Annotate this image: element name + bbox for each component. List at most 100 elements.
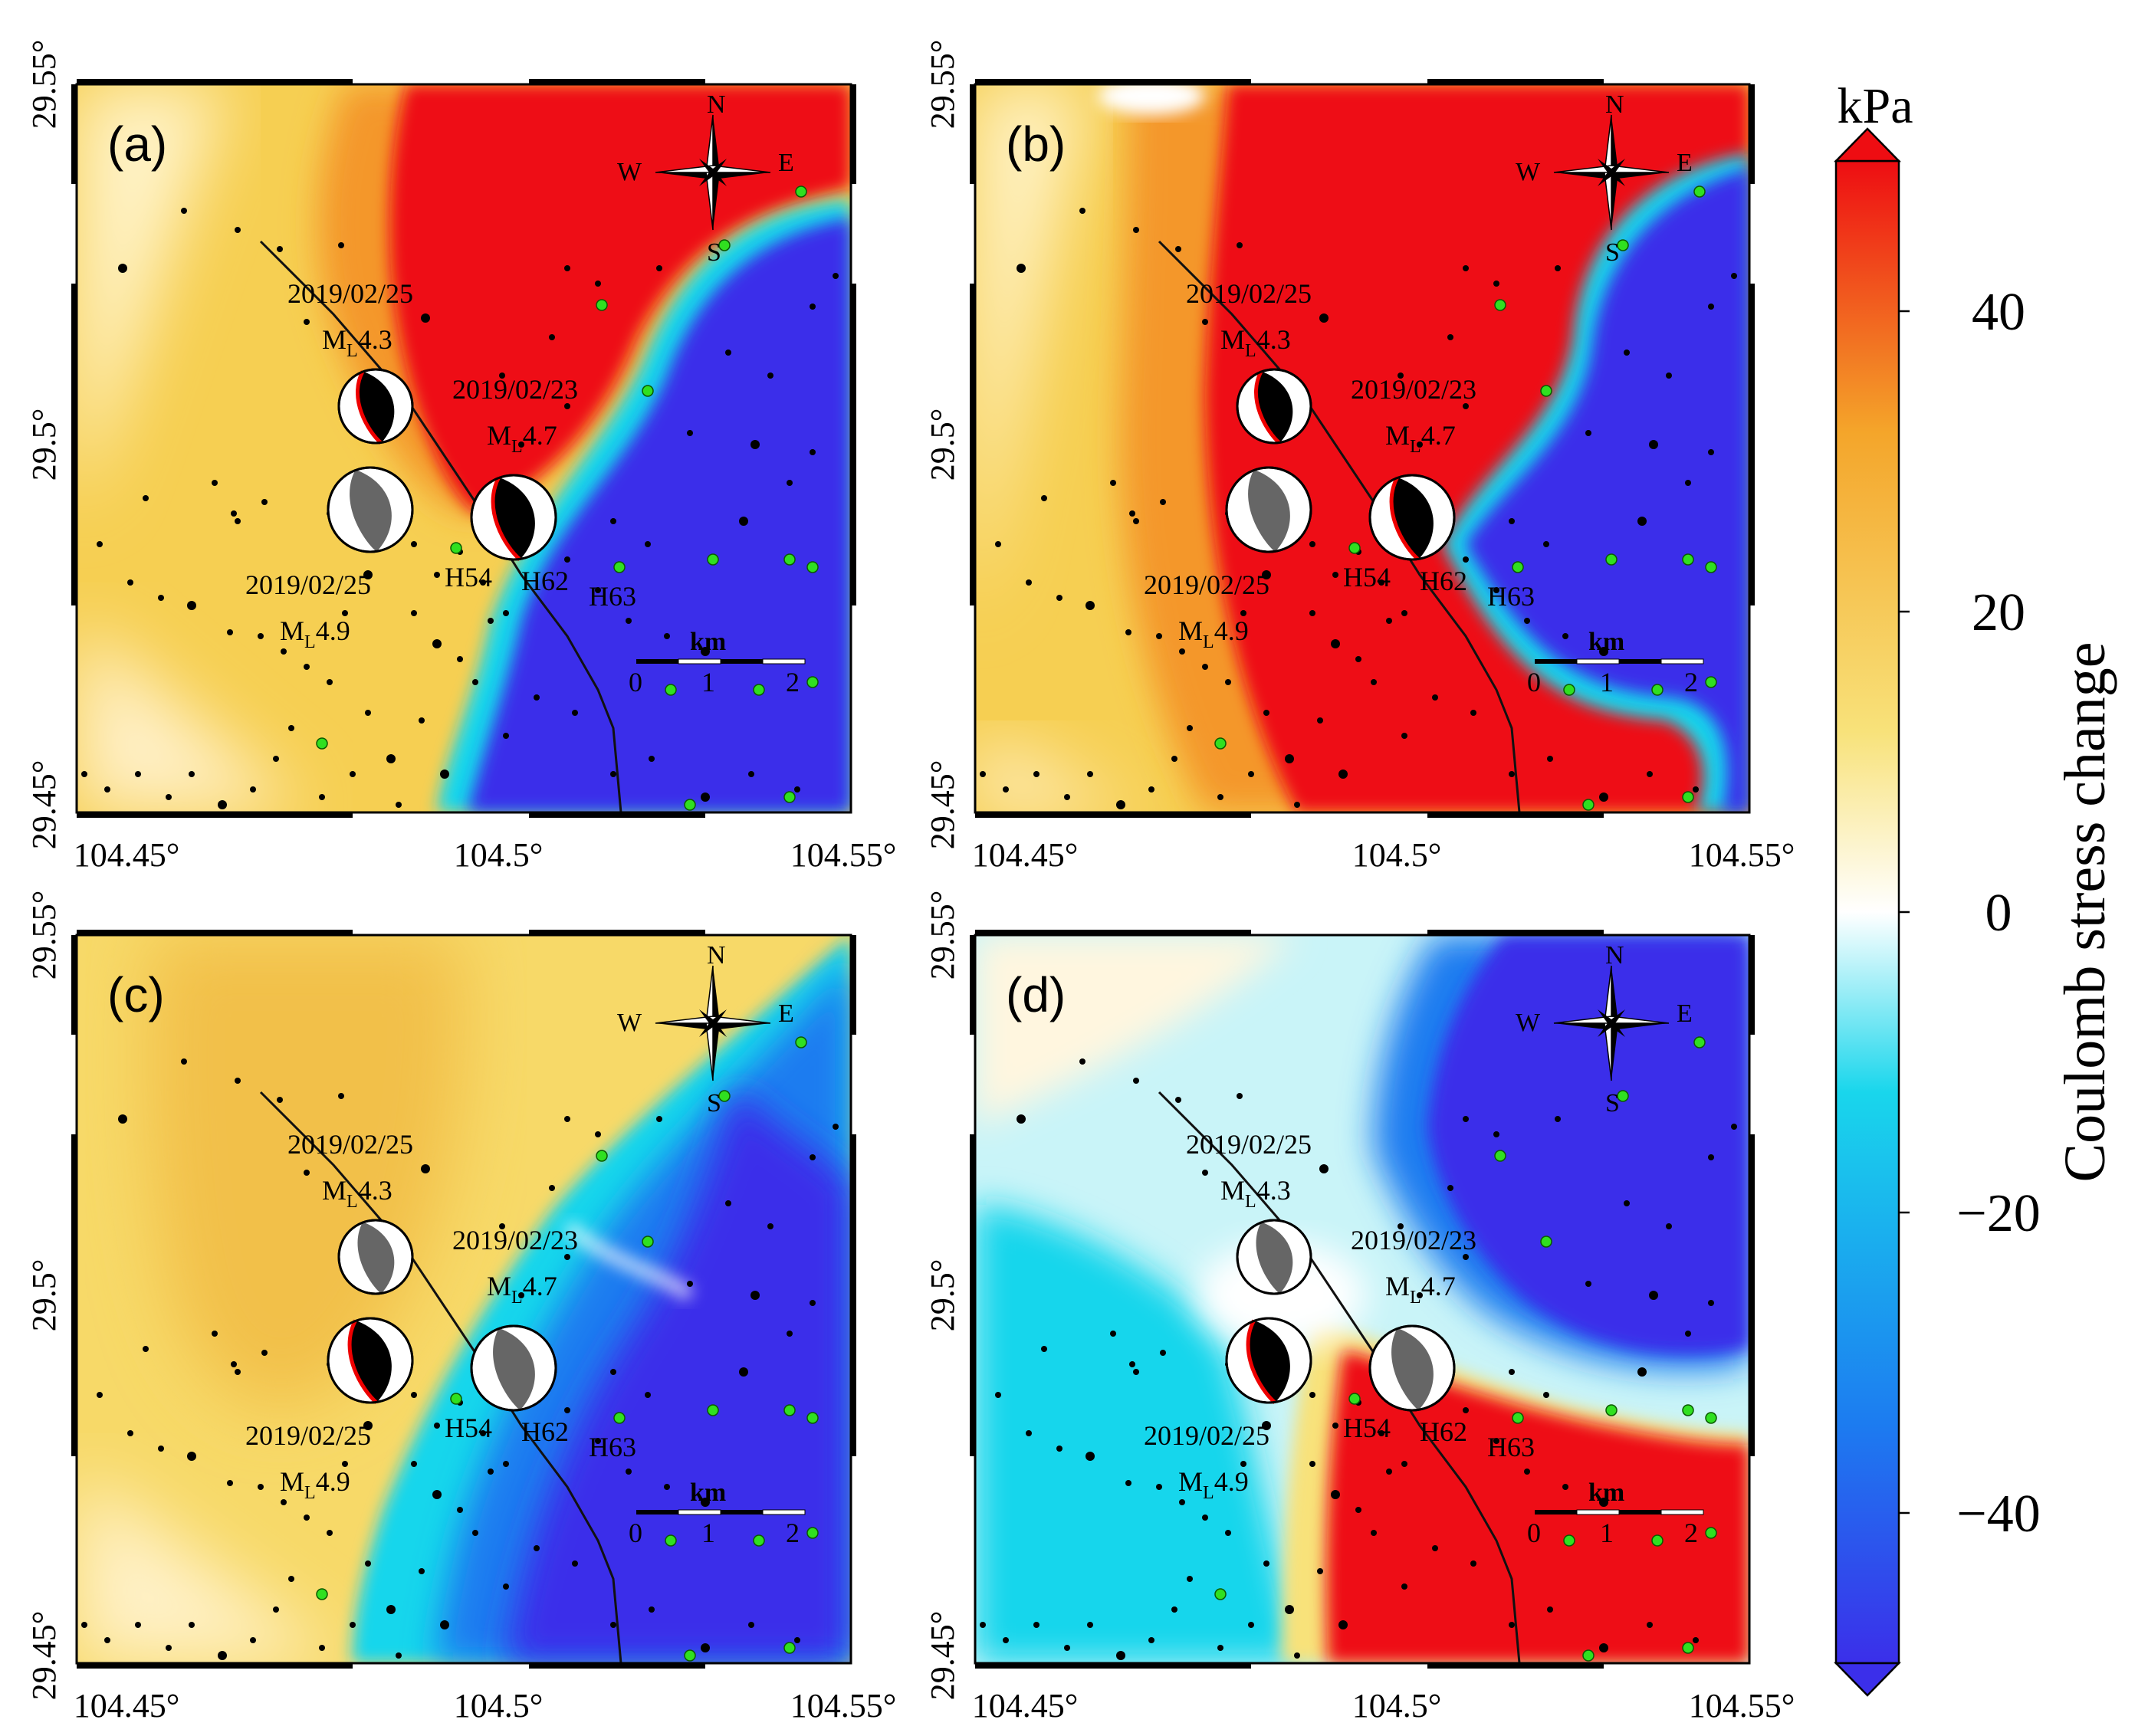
compass-rose: N S E W — [1516, 90, 1693, 267]
aftershock-marker — [342, 1461, 348, 1467]
aftershock-marker — [1202, 1170, 1208, 1176]
event-magnitude-ml49: ML4.9 — [1178, 1466, 1249, 1503]
aftershock-marker — [396, 1652, 402, 1659]
event-date-ml47: 2019/02/23 — [1351, 374, 1476, 405]
aftershock-marker — [787, 1331, 793, 1337]
aftershock-marker — [189, 1622, 195, 1628]
aftershock-marker — [1493, 1131, 1499, 1137]
aftershock-marker — [1017, 264, 1026, 273]
aftershock-marker — [794, 786, 800, 793]
station-label-h63: H63 — [589, 1432, 636, 1462]
aftershock-marker — [1386, 618, 1392, 624]
aftershock-marker — [1331, 639, 1340, 648]
station-label-h62: H62 — [521, 1416, 569, 1447]
event-date-ml47: 2019/02/23 — [452, 1225, 578, 1255]
aftershock-marker — [386, 754, 396, 763]
station-marker — [596, 1150, 608, 1162]
scale-bar-label-1: 1 — [701, 1518, 715, 1548]
y-tick-label: 29.45° — [25, 760, 63, 850]
focal-mechanism-ml49 — [327, 466, 414, 553]
aftershock-marker — [980, 1622, 986, 1628]
aftershock-marker — [1116, 1651, 1125, 1660]
station-label-h62: H62 — [1420, 1416, 1467, 1447]
aftershock-marker — [645, 541, 651, 547]
aftershock-marker — [235, 518, 241, 524]
aftershock-marker — [1543, 1392, 1549, 1398]
event-date-ml49: 2019/02/25 — [1144, 569, 1269, 600]
y-tick-label: 29.5° — [25, 1259, 63, 1332]
aftershock-marker — [1432, 694, 1438, 701]
station-marker — [1682, 1404, 1694, 1416]
panel-label: (b) — [1006, 116, 1066, 172]
colorbar: 40 20 0 −20 −40 kPa Coulomb stress change — [1834, 78, 2117, 1697]
compass-w: W — [617, 1009, 642, 1037]
x-tick-label: 104.45° — [972, 1687, 1079, 1725]
station-marker — [1705, 1412, 1717, 1424]
aftershock-marker — [645, 1392, 651, 1398]
aftershock-marker — [725, 349, 731, 356]
station-label-h54: H54 — [445, 562, 492, 592]
aftershock-marker — [1685, 1331, 1691, 1337]
x-tick-label: 104.45° — [74, 1687, 180, 1725]
colorbar-scale — [1834, 159, 1900, 1665]
aftershock-marker — [281, 648, 287, 655]
compass-s: S — [707, 238, 721, 267]
aftershock-marker — [810, 449, 816, 455]
aftershock-marker — [1225, 1530, 1231, 1536]
event-date-ml43: 2019/02/25 — [287, 278, 413, 309]
aftershock-marker — [1463, 265, 1469, 271]
focal-mechanism-ml43 — [337, 368, 414, 445]
aftershock-marker — [1463, 1254, 1469, 1260]
aftershock-marker — [480, 1430, 486, 1436]
aftershock-marker — [411, 541, 417, 547]
map-panel-a: (a)NSEW2019/02/25ML4.32019/02/23ML4.7201… — [25, 40, 896, 874]
aftershock-marker — [1285, 754, 1294, 763]
aftershock-marker — [1110, 480, 1116, 486]
aftershock-marker — [1599, 793, 1608, 802]
aftershock-marker — [480, 579, 486, 586]
x-tick-label: 104.5° — [1352, 836, 1442, 874]
aftershock-marker — [1401, 1461, 1407, 1467]
aftershock-marker — [411, 610, 417, 616]
aftershock-marker — [488, 618, 494, 624]
aftershock-marker — [564, 1254, 570, 1260]
aftershock-marker — [1637, 1367, 1647, 1377]
scale-bar-label-1: 1 — [1600, 667, 1614, 697]
station-marker — [806, 1527, 819, 1539]
aftershock-marker — [687, 1281, 693, 1287]
aftershock-marker — [1026, 579, 1032, 586]
compass-n: N — [707, 90, 726, 119]
aftershock-marker — [748, 771, 754, 777]
aftershock-marker — [810, 1300, 816, 1306]
panel-label: (a) — [107, 116, 167, 172]
station-marker — [806, 1412, 819, 1424]
station-label-h62: H62 — [521, 566, 569, 596]
aftershock-marker — [1248, 771, 1254, 777]
station-marker — [1651, 1534, 1664, 1547]
aftershock-marker — [499, 372, 505, 379]
aftershock-marker — [261, 499, 268, 505]
aftershock-marker — [610, 1622, 616, 1628]
aftershock-marker — [1555, 1116, 1561, 1122]
aftershock-marker — [980, 771, 986, 777]
station-marker — [450, 1393, 462, 1405]
station-marker — [1512, 1412, 1524, 1424]
station-label-h63: H63 — [1487, 581, 1535, 612]
aftershock-marker — [235, 1369, 241, 1375]
aftershock-marker — [503, 1461, 509, 1467]
aftershock-marker — [549, 1185, 555, 1191]
aftershock-marker — [181, 208, 187, 214]
aftershock-marker — [250, 1637, 256, 1643]
aftershock-marker — [1432, 1545, 1438, 1551]
aftershock-marker — [610, 1369, 616, 1375]
station-marker — [1348, 542, 1361, 554]
aftershock-marker — [595, 1131, 601, 1137]
aftershock-marker — [595, 1438, 601, 1444]
aftershock-marker — [432, 1490, 442, 1499]
aftershock-marker — [503, 733, 509, 739]
scale-bar-label-2: 2 — [1684, 667, 1698, 697]
aftershock-marker — [227, 1480, 233, 1486]
compass-w: W — [1516, 158, 1541, 186]
event-magnitude-ml47: ML4.7 — [487, 420, 557, 457]
aftershock-marker — [457, 1507, 463, 1513]
